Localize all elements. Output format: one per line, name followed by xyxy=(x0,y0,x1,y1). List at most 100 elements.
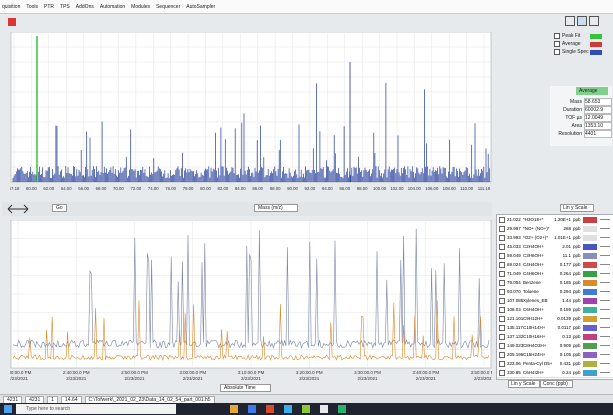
compound-value: 11.1 xyxy=(553,253,573,258)
x-tick-date: 2/23/2021 xyxy=(416,376,437,381)
info-row: Duration60002.9 xyxy=(550,106,612,114)
compound-mass: 59.049 xyxy=(507,253,523,258)
checkbox[interactable] xyxy=(499,244,505,250)
toolbar-icons xyxy=(565,16,605,25)
legend-label: Average xyxy=(562,41,588,47)
app-icon[interactable] xyxy=(266,405,274,413)
compound-color xyxy=(583,334,597,340)
compound-color xyxy=(583,352,597,358)
compound-unit: ppb xyxy=(573,217,583,222)
checkbox[interactable] xyxy=(499,235,505,241)
icon[interactable] xyxy=(577,16,587,26)
checkbox[interactable] xyxy=(499,253,505,259)
compound-mass: 223.06 xyxy=(507,361,523,366)
go-button[interactable]: Go xyxy=(52,204,67,212)
compound-mass: 69.024 xyxy=(507,262,523,267)
mass-axis-select[interactable]: Mass (m/z) xyxy=(254,204,298,212)
menu-item[interactable]: Sequencer xyxy=(156,4,180,10)
menu-item[interactable]: AddOns xyxy=(76,4,94,10)
x-tick-date: 2/23/2021 xyxy=(66,376,87,381)
checkbox[interactable] xyxy=(499,325,505,331)
compound-name: Xylenes_EB xyxy=(523,298,553,303)
line-style xyxy=(600,246,610,247)
line-style xyxy=(600,282,610,283)
app-icon[interactable] xyxy=(338,405,346,413)
checkbox[interactable] xyxy=(554,33,560,39)
checkbox[interactable] xyxy=(499,280,505,286)
checkbox[interactable] xyxy=(499,307,505,313)
compound-value: 0.0117 xyxy=(553,325,573,330)
line-style xyxy=(600,354,610,355)
compound-color xyxy=(583,217,597,223)
checkbox[interactable] xyxy=(554,49,560,55)
x-tick-label: 70.00 xyxy=(113,186,124,191)
compound-value: 0.105 xyxy=(553,352,573,357)
compound-unit: ppb xyxy=(573,289,583,294)
x-tick-label: 3:00:00.0 PM xyxy=(179,370,206,375)
compound-value: 1.20E+1 xyxy=(553,217,573,222)
app-icon[interactable] xyxy=(230,405,238,413)
checkbox[interactable] xyxy=(499,343,505,349)
checkbox[interactable] xyxy=(499,370,505,376)
menu-item[interactable]: AutoSampler xyxy=(186,4,215,10)
icon[interactable] xyxy=(565,16,575,26)
checkbox[interactable] xyxy=(499,226,505,232)
checkbox[interactable] xyxy=(499,271,505,277)
x-tick-label: 82.00 xyxy=(218,186,229,191)
x-tick-date: 2/23/2021 xyxy=(474,376,492,381)
conc-select[interactable]: Conc (ppb) xyxy=(540,380,573,388)
info-value: 4401 xyxy=(584,130,612,138)
checkbox[interactable] xyxy=(554,41,560,47)
compound-unit: ppb xyxy=(573,361,583,366)
checkbox[interactable] xyxy=(499,289,505,295)
start-button[interactable] xyxy=(4,405,12,413)
info-value: 1353.10 xyxy=(584,122,612,130)
compound-name: C6H4I2H+ xyxy=(523,370,553,375)
menu-item[interactable]: quisition xyxy=(2,4,20,10)
menu-item[interactable]: Modules xyxy=(131,4,150,10)
menu-item[interactable]: Automation xyxy=(100,4,125,10)
compound-unit: ppb xyxy=(573,253,583,258)
checkbox[interactable] xyxy=(499,361,505,367)
checkbox[interactable] xyxy=(499,262,505,268)
line-style xyxy=(600,237,610,238)
app-icon[interactable] xyxy=(284,405,292,413)
icon[interactable] xyxy=(589,16,599,26)
x-tick-label: 106.00 xyxy=(425,186,439,191)
taskbar: Type here to search xyxy=(0,403,613,415)
app-icon[interactable] xyxy=(248,405,256,413)
x-tick-label: 3:50:00.0 PM xyxy=(471,370,492,375)
menu-item[interactable]: PTR xyxy=(44,4,54,10)
x-tick-date: 2/23/2021 xyxy=(183,376,204,381)
checkbox[interactable] xyxy=(499,316,505,322)
zoom-arrows[interactable] xyxy=(6,203,30,215)
compound-value: 268 xyxy=(553,226,573,231)
menu-item[interactable]: Tools xyxy=(26,4,38,10)
compound-value: 0.0139 xyxy=(553,316,573,321)
line-style xyxy=(600,309,610,310)
x-tick-label: 104.00 xyxy=(408,186,422,191)
scale-select[interactable]: Lin y Scale xyxy=(508,380,540,388)
menu-item[interactable]: TPS xyxy=(60,4,70,10)
average-button[interactable]: Average xyxy=(576,87,608,95)
compound-unit: ppb xyxy=(573,325,583,330)
scale-select[interactable]: Lin y Scale xyxy=(560,204,594,212)
x-tick-label: 3:40:00.0 PM xyxy=(412,370,439,375)
checkbox[interactable] xyxy=(499,217,505,223)
app-icon[interactable] xyxy=(320,405,328,413)
x-tick-label: 74.00 xyxy=(148,186,159,191)
search-box[interactable]: Type here to search xyxy=(16,404,176,414)
time-axis-select[interactable]: Absolute Time xyxy=(220,384,271,392)
compound-unit: ppb xyxy=(573,280,583,285)
compound-color xyxy=(583,343,597,349)
x-tick-label: 3:30:00.0 PM xyxy=(354,370,381,375)
checkbox[interactable] xyxy=(499,298,505,304)
checkbox[interactable] xyxy=(499,352,505,358)
x-tick-label: 110.00 xyxy=(460,186,473,191)
checkbox[interactable] xyxy=(499,334,505,340)
app-icon[interactable] xyxy=(302,405,310,413)
menu-bar: quisition Tools PTR TPS AddOns Automation Modu… xyxy=(0,0,613,14)
compound-color xyxy=(583,253,597,259)
stop-button[interactable] xyxy=(8,18,16,26)
